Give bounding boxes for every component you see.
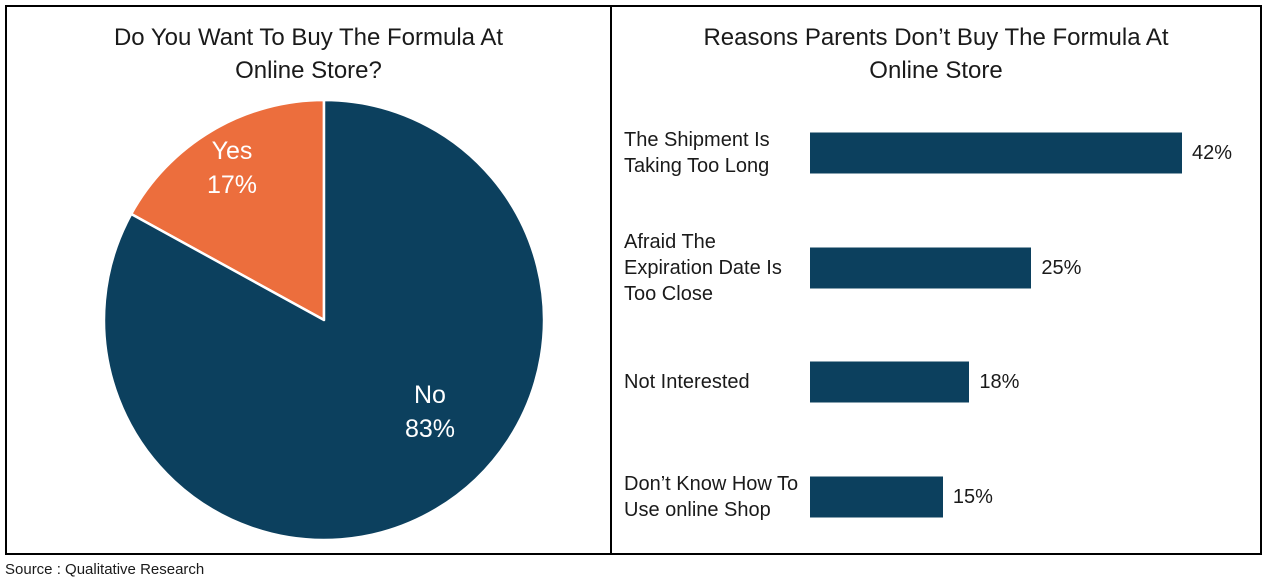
bar-value-label: 15% [952, 486, 993, 508]
pie-chart-title: Do You Want To Buy The Formula At Online… [7, 21, 610, 87]
pie-chart: Yes 17% No 83% [102, 98, 546, 542]
pie-title-line-2: Online Store? [235, 57, 382, 84]
pie-svg [102, 98, 546, 542]
bar-chart-title: Reasons Parents Don’t Buy The Formula At… [612, 21, 1260, 87]
bar-title-line-1: Reasons Parents Don’t Buy The Formula At [703, 24, 1169, 51]
bar-category-label: Don’t Know How To Use online Shop [624, 473, 799, 521]
bar-category-label: The Shipment Is Taking Too Long [624, 129, 770, 177]
bar-category-label: Afraid The Expiration Date Is Too Close [624, 231, 782, 305]
bar-category-label: Not Interested [624, 371, 750, 393]
pie-slice-yes-percent: 17% [206, 171, 258, 199]
bar-chart-panel: Reasons Parents Don’t Buy The Formula At… [612, 5, 1262, 555]
pie-slice-no-name: No [414, 381, 446, 409]
pie-chart-panel: Do You Want To Buy The Formula At Online… [5, 5, 612, 555]
pie-slice-label-yes: Yes 17% [207, 134, 257, 202]
source-note: Source : Qualitative Research [5, 561, 205, 578]
bar-shipment [810, 132, 1182, 174]
bar-value-label: 18% [979, 371, 1020, 393]
bar-value-label: 42% [1192, 142, 1233, 164]
pie-slice-yes-name: Yes [211, 137, 253, 165]
bar-value-label: 25% [1041, 257, 1082, 279]
pie-slice-no-percent: 83% [404, 415, 456, 443]
pie-slice-yes [129, 98, 326, 322]
pie-slice-label-no: No 83% [405, 378, 455, 446]
bar-title-line-2: Online Store [869, 57, 1003, 84]
pie-title-line-1: Do You Want To Buy The Formula At [113, 24, 504, 51]
bar-dont-know [810, 476, 943, 518]
bar-expiration [810, 247, 1032, 289]
bar-not-interested [810, 361, 970, 403]
pie-slice-no [102, 98, 546, 542]
